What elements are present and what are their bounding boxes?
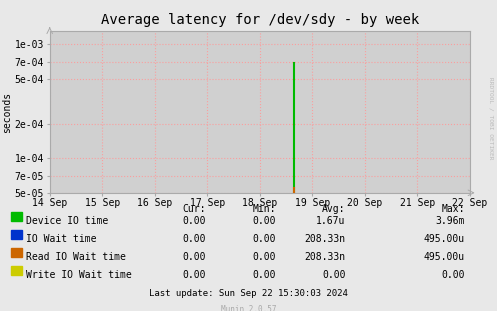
Text: Device IO time: Device IO time [26, 216, 108, 225]
Text: 0.00: 0.00 [183, 270, 206, 280]
Text: Avg:: Avg: [322, 204, 345, 214]
Text: Cur:: Cur: [183, 204, 206, 214]
Text: 495.00u: 495.00u [423, 234, 465, 244]
Text: Write IO Wait time: Write IO Wait time [26, 270, 132, 280]
Text: 208.33n: 208.33n [304, 234, 345, 244]
Text: IO Wait time: IO Wait time [26, 234, 96, 244]
Text: Last update: Sun Sep 22 15:30:03 2024: Last update: Sun Sep 22 15:30:03 2024 [149, 289, 348, 298]
Text: RRDTOOL / TOBI OETIKER: RRDTOOL / TOBI OETIKER [489, 77, 494, 160]
Text: 3.96m: 3.96m [435, 216, 465, 225]
Text: 0.00: 0.00 [252, 216, 276, 225]
Text: 208.33n: 208.33n [304, 252, 345, 262]
Text: 0.00: 0.00 [322, 270, 345, 280]
Text: Min:: Min: [252, 204, 276, 214]
Text: 0.00: 0.00 [252, 270, 276, 280]
Text: 0.00: 0.00 [183, 234, 206, 244]
Text: 495.00u: 495.00u [423, 252, 465, 262]
Text: 0.00: 0.00 [183, 216, 206, 225]
Text: Munin 2.0.57: Munin 2.0.57 [221, 304, 276, 311]
Text: 1.67u: 1.67u [316, 216, 345, 225]
Text: 0.00: 0.00 [252, 252, 276, 262]
Text: 0.00: 0.00 [252, 234, 276, 244]
Title: Average latency for /dev/sdy - by week: Average latency for /dev/sdy - by week [100, 13, 419, 27]
Text: 0.00: 0.00 [183, 252, 206, 262]
Y-axis label: seconds: seconds [2, 91, 12, 132]
Text: Max:: Max: [441, 204, 465, 214]
Text: Read IO Wait time: Read IO Wait time [26, 252, 126, 262]
Text: 0.00: 0.00 [441, 270, 465, 280]
